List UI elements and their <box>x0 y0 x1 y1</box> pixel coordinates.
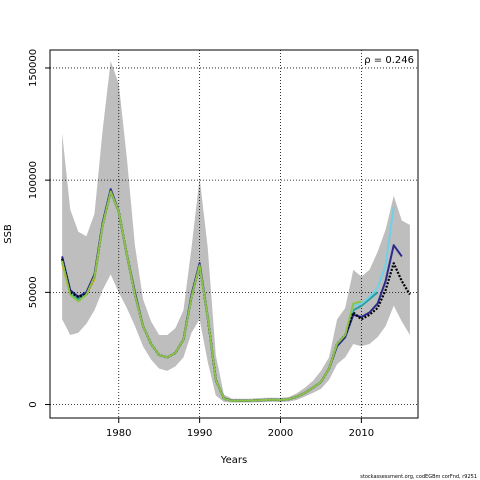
plot-frame <box>49 49 419 419</box>
y-tick-label: 0 <box>28 401 39 407</box>
grid <box>50 50 418 418</box>
y-axis-label: SSB <box>3 224 14 244</box>
x-tick-label: 1990 <box>187 428 212 439</box>
x-tick-label: 2000 <box>268 428 293 439</box>
x-axis-label: Years <box>220 455 247 466</box>
x-axis: 1980 1990 2000 2010 <box>106 418 374 439</box>
series-line-5 <box>61 190 362 402</box>
rho-annotation: ρ = 0.246 <box>364 55 414 66</box>
y-axis: 0 50000 100000 150000 <box>28 49 50 408</box>
y-tick-label: 150000 <box>28 49 39 87</box>
x-tick-label: 1980 <box>106 428 131 439</box>
confidence-band <box>62 61 410 403</box>
credit-text: stockassessment.org, codEGBm corFnd, r92… <box>360 474 477 480</box>
y-tick-label: 100000 <box>28 161 39 199</box>
x-tick-label: 2010 <box>349 428 374 439</box>
confidence-band-area <box>62 61 410 403</box>
series-lines <box>61 188 411 402</box>
y-tick-label: 50000 <box>28 276 39 308</box>
